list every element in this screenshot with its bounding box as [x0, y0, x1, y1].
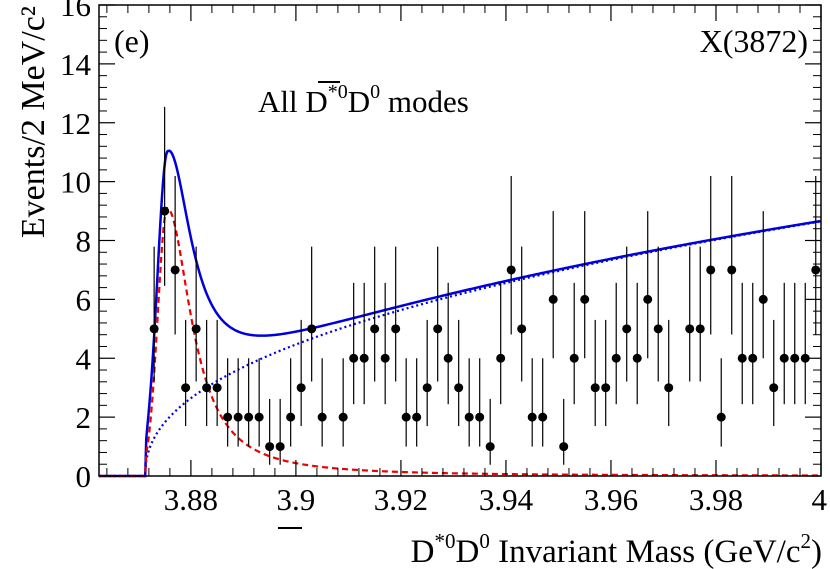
y-tick-label: 10	[60, 165, 91, 200]
data-point	[737, 353, 747, 363]
panel-label: (e)	[114, 23, 150, 59]
data-point	[202, 383, 212, 393]
x-tick-label: 3.88	[164, 482, 218, 517]
data-point	[223, 412, 233, 422]
data-point	[443, 353, 453, 363]
y-tick-label: 4	[76, 341, 92, 376]
y-tick-label: 14	[60, 47, 92, 82]
y-tick-label: 8	[76, 224, 92, 259]
data-point	[779, 353, 789, 363]
data-point	[758, 294, 768, 304]
data-point	[569, 353, 579, 363]
data-point	[286, 412, 296, 422]
data-point	[769, 383, 779, 393]
y-tick-label: 16	[60, 0, 91, 23]
data-point	[454, 383, 464, 393]
data-point	[716, 412, 726, 422]
resonance-label: X(3872)	[700, 23, 808, 59]
data-point	[149, 324, 159, 334]
data-point	[695, 324, 705, 334]
fit-curves	[99, 149, 821, 478]
data-point	[317, 412, 327, 422]
data-point	[811, 265, 821, 275]
data-point	[590, 383, 600, 393]
data-point	[391, 324, 401, 334]
data-point	[611, 353, 621, 363]
data-point	[653, 324, 663, 334]
data-point	[685, 324, 695, 334]
data-point	[233, 412, 243, 422]
data-point	[464, 412, 474, 422]
data-point	[160, 206, 170, 216]
mode-annotation: All D*0D0 modes	[258, 81, 469, 119]
data-point	[349, 353, 359, 363]
data-point	[191, 324, 201, 334]
x-tick-label: 4	[812, 482, 828, 517]
x-tick-label: 3.98	[689, 482, 743, 517]
y-axis-label: Events/2 MeV/c²	[15, 6, 52, 238]
data-point	[632, 353, 642, 363]
data-point	[296, 383, 306, 393]
data-points	[149, 206, 821, 452]
error-bars	[153, 106, 817, 465]
data-point	[664, 383, 674, 393]
x-axis-ticks: 3.88 3.9 3.92 3.94 3.96 3.98 4	[106, 5, 828, 517]
data-point	[181, 383, 191, 393]
data-point	[370, 324, 380, 334]
data-point	[401, 412, 411, 422]
y-tick-label: 0	[76, 459, 92, 494]
data-point	[506, 265, 516, 275]
data-point	[790, 353, 800, 363]
data-point	[212, 383, 222, 393]
y-tick-label: 2	[76, 400, 92, 435]
data-point	[485, 442, 495, 452]
data-point	[338, 412, 348, 422]
x-tick-label: 3.94	[479, 482, 534, 517]
data-point	[380, 353, 390, 363]
data-point	[748, 353, 758, 363]
data-point	[622, 324, 632, 334]
data-point	[170, 265, 180, 275]
data-point	[580, 294, 590, 304]
data-point	[527, 412, 537, 422]
data-point	[412, 412, 422, 422]
data-point	[517, 324, 527, 334]
data-point	[244, 412, 254, 422]
data-point	[538, 412, 548, 422]
data-point	[601, 383, 611, 393]
x-tick-label: 3.96	[584, 482, 638, 517]
data-point	[307, 324, 317, 334]
data-point	[706, 265, 716, 275]
x-tick-label: 3.9	[277, 482, 316, 517]
total-fit-curve	[99, 149, 821, 478]
data-point	[265, 442, 275, 452]
data-point	[496, 353, 506, 363]
y-tick-label: 12	[60, 106, 91, 141]
data-point	[359, 353, 369, 363]
data-point	[643, 294, 653, 304]
data-point	[548, 294, 558, 304]
data-point	[254, 412, 264, 422]
data-point	[559, 442, 569, 452]
data-point	[275, 442, 285, 452]
data-point	[475, 412, 485, 422]
data-point	[727, 265, 737, 275]
x-tick-label: 3.92	[374, 482, 428, 517]
data-point	[422, 383, 432, 393]
y-tick-label: 6	[76, 282, 92, 317]
y-axis-ticks: 0 2 4 6 8 10 12 14 16	[60, 0, 821, 494]
data-point	[433, 324, 443, 334]
x-axis-label: D*0D0 Invariant Mass (GeV/c2)	[411, 529, 822, 569]
